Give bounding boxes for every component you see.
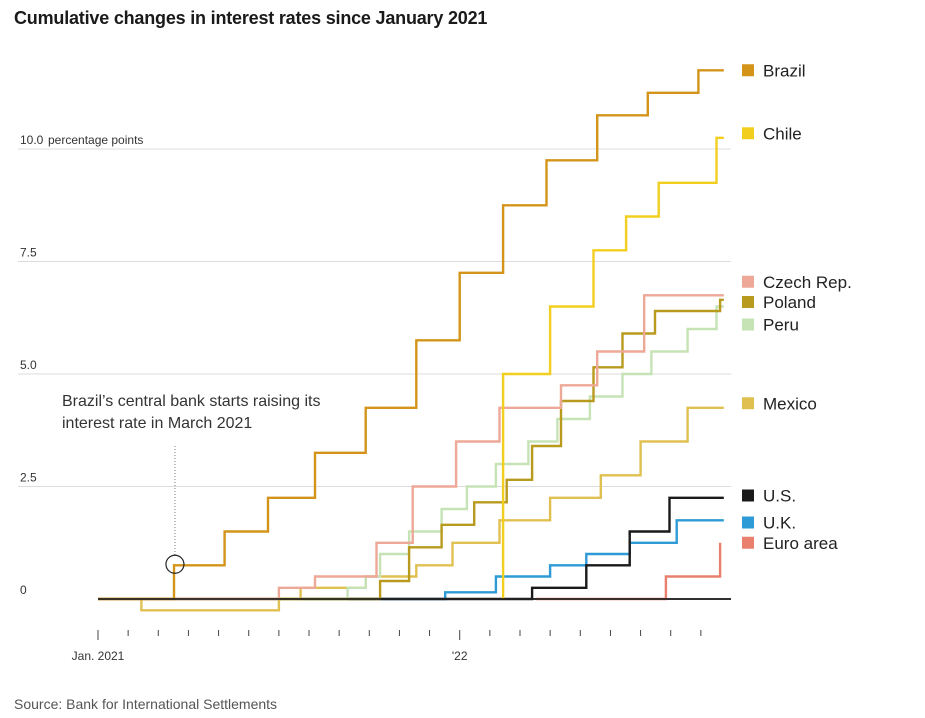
legend-label-euro-area: Euro area [763,534,838,553]
legend-label-u-k: U.K. [763,514,796,533]
x-tick-label: '22 [452,649,468,663]
series-line-poland [98,298,724,601]
legend-swatch-czech-rep [742,275,754,288]
series-group [98,69,731,612]
series-line-czech-rep [98,294,724,601]
legend-label-peru: Peru [763,316,799,335]
legend-swatch-u-k [742,516,754,529]
legend-swatch-peru [742,318,754,331]
x-axis: Jan. 2021 '22 [72,598,731,663]
annotation-text: Brazil’s central bank starts raising its [62,393,320,410]
y-tick-label: 2.5 [20,471,37,485]
y-tick-label: 5.0 [20,358,37,372]
legend-swatch-poland [742,296,754,308]
chart-title: Cumulative changes in interest rates sin… [14,8,488,28]
y-unit-label: percentage points [48,133,143,147]
series-line-euro-area [535,542,722,601]
annotation-circle [165,554,185,574]
y-tick-label: 7.5 [20,246,37,260]
source-note: Source: Bank for International Settlemen… [14,696,278,712]
legend-label-u-s: U.S. [763,487,796,506]
y-tick-label: 10.0 [20,133,44,147]
legend-label-chile: Chile [763,124,802,143]
series-line-mexico [98,406,724,612]
legend-label-mexico: Mexico [763,394,817,413]
series-line-chile [501,136,724,599]
legend: Brazil Chile Czech Rep.Poland Peru Mexico U.S… [742,61,852,553]
annotation-text: interest rate in March 2021 [62,415,252,432]
y-axis: 0 2.5 5.0 7.5 10.0 percentage points [20,133,143,597]
legend-label-czech-rep: Czech Rep. [763,273,852,292]
legend-swatch-chile [742,127,754,140]
series-line-u-s [98,496,724,601]
legend-label-poland: Poland [763,293,816,312]
legend-swatch-brazil [742,64,754,77]
y-tick-label: 0 [20,583,27,597]
gridlines [18,148,731,487]
legend-swatch-u-s [742,489,754,502]
legend-swatch-euro-area [742,536,754,549]
line-chart: 0 2.5 5.0 7.5 10.0 percentage points Jan. 202… [18,61,852,663]
x-tick-label: Jan. 2021 [72,649,125,663]
legend-swatch-mexico [742,397,754,410]
annotation: Brazil’s central bank starts raising its… [62,393,320,574]
legend-label-brazil: Brazil [763,61,806,80]
series-line-u-k [98,519,724,601]
series-line-brazil [98,69,724,601]
